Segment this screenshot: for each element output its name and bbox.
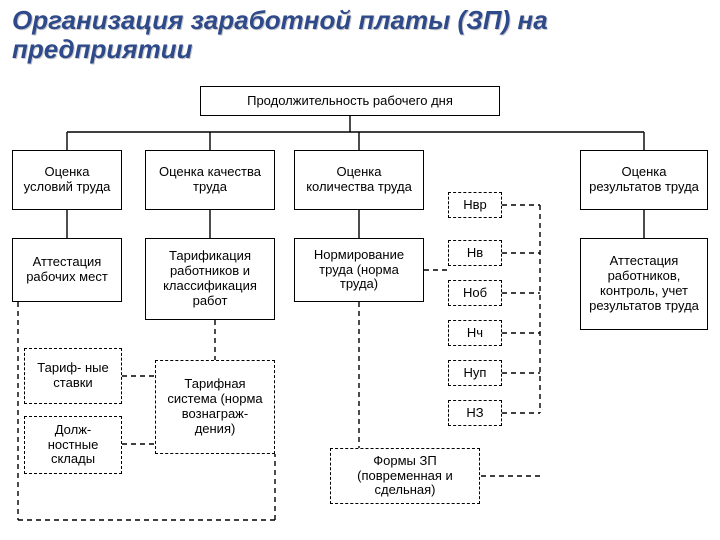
node-n-up: Нуп	[448, 360, 502, 386]
node-c2: Долж- ностные склады	[24, 416, 122, 474]
node-n-v: Нв	[448, 240, 502, 266]
node-b4: Аттестация работников, контроль, учет ре…	[580, 238, 708, 330]
node-n-vr: Нвр	[448, 192, 502, 218]
node-b2: Тарификация работников и классификация р…	[145, 238, 275, 320]
node-b3: Нормирование труда (норма труда)	[294, 238, 424, 302]
node-a4: Оценка результатов труда	[580, 150, 708, 210]
page-title: Организация заработной платы (ЗП) на пре…	[12, 6, 708, 63]
node-a1: Оценка условий труда	[12, 150, 122, 210]
node-b1: Аттестация рабочих мест	[12, 238, 122, 302]
node-a2: Оценка качества труда	[145, 150, 275, 210]
node-c3: Тарифная система (норма вознаграж- дения…	[155, 360, 275, 454]
node-top: Продолжительность рабочего дня	[200, 86, 500, 116]
node-c4: Формы ЗП (повременная и сдельная)	[330, 448, 480, 504]
node-n-ch: Нч	[448, 320, 502, 346]
node-n-ob: Ноб	[448, 280, 502, 306]
node-c1: Тариф- ные ставки	[24, 348, 122, 404]
node-a3: Оценка количества труда	[294, 150, 424, 210]
node-n-z: НЗ	[448, 400, 502, 426]
